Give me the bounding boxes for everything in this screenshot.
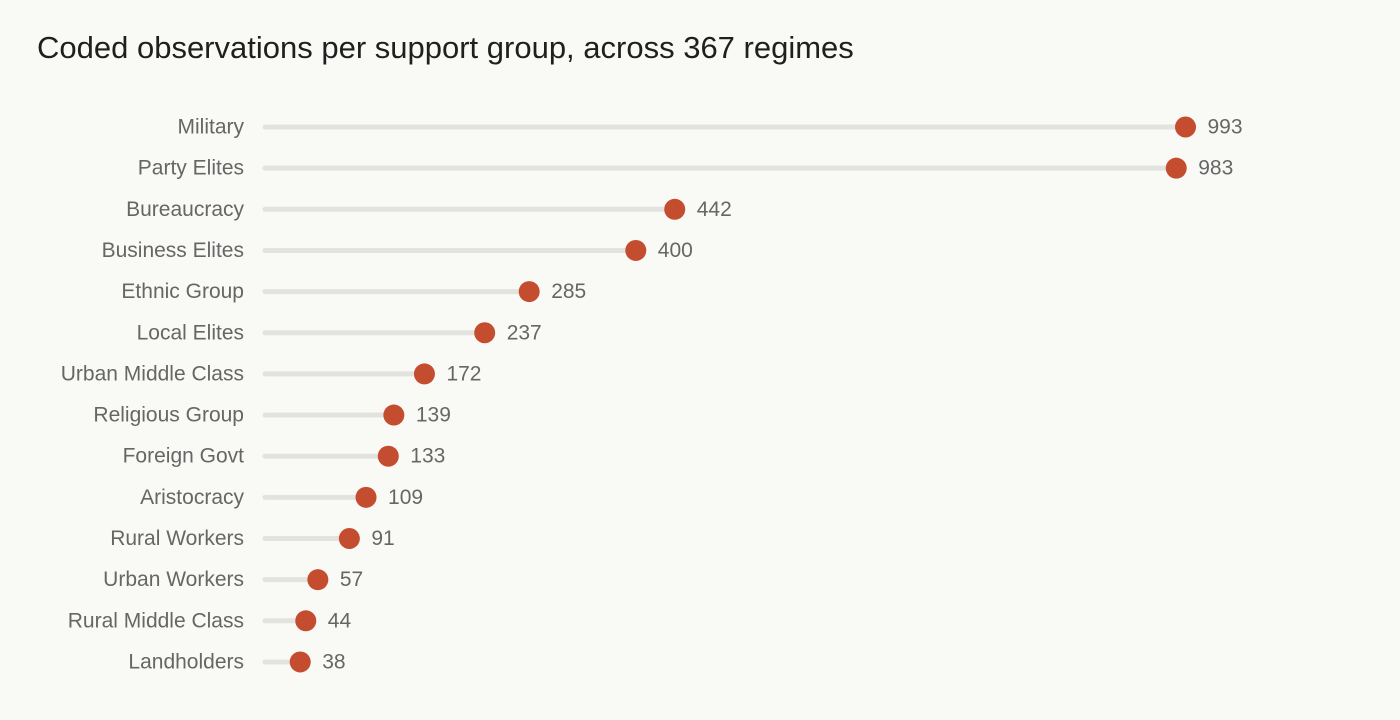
value-label: 57 xyxy=(340,568,363,591)
lollipop-dot xyxy=(1165,157,1187,179)
lollipop-dot xyxy=(625,239,647,261)
value-label: 38 xyxy=(322,650,345,673)
lollipop-dot xyxy=(383,404,405,426)
category-label: Religious Group xyxy=(93,404,244,427)
category-label: Urban Workers xyxy=(103,568,244,591)
lollipop-dot xyxy=(518,281,540,303)
row-urban-middle-class: Urban Middle Class 172 xyxy=(61,362,482,385)
lollipop-dot xyxy=(664,198,686,220)
lollipop-dot xyxy=(295,610,317,632)
value-label: 139 xyxy=(416,404,451,427)
lollipop-dot xyxy=(338,528,360,549)
category-label: Local Elites xyxy=(137,321,244,344)
category-label: Rural Middle Class xyxy=(68,609,244,632)
category-label: Bureaucracy xyxy=(126,198,244,221)
chart-title: Coded observations per support group, ac… xyxy=(37,30,854,65)
row-aristocracy: Aristocracy 109 xyxy=(140,486,423,509)
value-label: 237 xyxy=(507,321,542,344)
value-label: 983 xyxy=(1198,157,1233,180)
value-label: 133 xyxy=(410,445,445,468)
lollipop-dot xyxy=(355,486,377,508)
category-label: Aristocracy xyxy=(140,486,244,509)
category-label: Urban Middle Class xyxy=(61,362,244,385)
row-ethnic-group: Ethnic Group 285 xyxy=(121,280,586,303)
row-party-elites: Party Elites 983 xyxy=(138,157,1233,180)
category-label: Foreign Govt xyxy=(123,445,245,468)
category-label: Military xyxy=(178,116,245,139)
value-label: 44 xyxy=(328,609,352,632)
row-business-elites: Business Elites 400 xyxy=(102,239,693,262)
row-landholders: Landholders 38 xyxy=(128,650,345,673)
category-label: Business Elites xyxy=(102,239,244,262)
row-urban-workers: Urban Workers 57 xyxy=(103,568,363,591)
row-rural-workers: Rural Workers 91 xyxy=(110,527,395,550)
row-bureaucracy: Bureaucracy 442 xyxy=(126,198,732,221)
row-military: Military 993 xyxy=(178,116,1243,139)
lollipop-dot xyxy=(307,569,329,591)
lollipop-dot xyxy=(474,322,496,344)
row-religious-group: Religious Group 139 xyxy=(93,404,450,427)
row-foreign-govt: Foreign Govt 133 xyxy=(123,445,446,468)
value-label: 172 xyxy=(446,362,481,385)
value-label: 400 xyxy=(658,239,693,262)
lollipop-dot xyxy=(377,445,399,467)
lollipop-dot xyxy=(1175,116,1197,138)
row-local-elites: Local Elites 237 xyxy=(137,321,542,344)
value-label: 109 xyxy=(388,486,423,509)
category-label: Party Elites xyxy=(138,157,244,180)
value-label: 285 xyxy=(551,280,586,303)
category-label: Landholders xyxy=(128,650,244,673)
category-label: Ethnic Group xyxy=(121,280,244,303)
lollipop-dot xyxy=(289,651,311,673)
value-label: 91 xyxy=(371,527,394,550)
value-label: 442 xyxy=(697,198,732,221)
value-label: 993 xyxy=(1208,116,1243,139)
row-rural-middle-class: Rural Middle Class 44 xyxy=(68,609,352,632)
category-label: Rural Workers xyxy=(110,527,244,550)
lollipop-dot xyxy=(413,363,435,385)
